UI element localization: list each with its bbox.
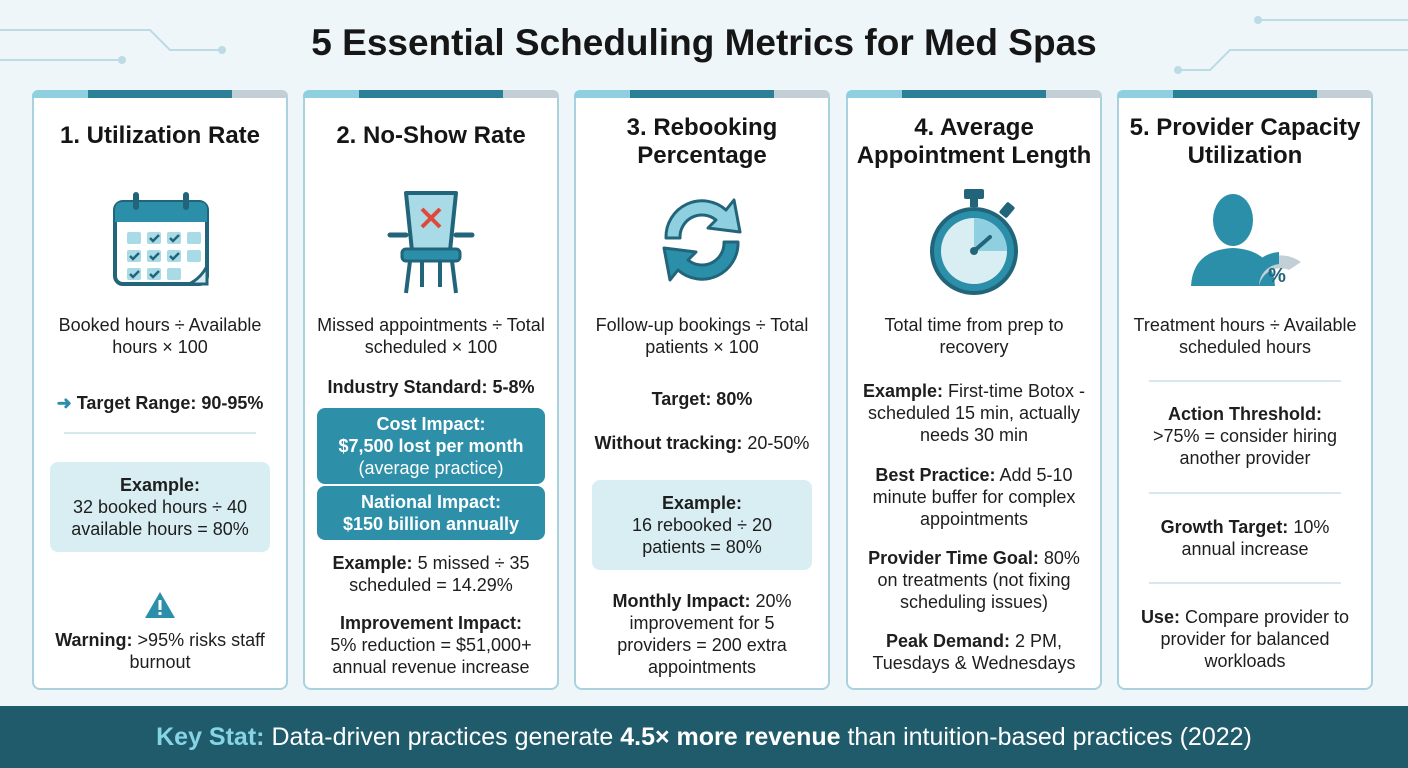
metric-card: 5. Provider Capacity Utilization % Treat…: [1117, 90, 1373, 690]
label: Peak Demand:: [885, 631, 1011, 651]
divider: [1149, 492, 1341, 494]
text: 2 PM, Tuesdays & Wednesdays: [872, 631, 1076, 673]
divider: [1149, 582, 1341, 584]
metric-card: 1. Utilization Rate Booked hours ÷ Avail…: [32, 90, 288, 690]
target-text: Target Range: 90-95%: [76, 393, 264, 413]
label: National Impact:: [360, 492, 502, 512]
example-box: Example: 16 rebooked ÷ 20 patients = 80%: [592, 480, 812, 570]
card-title: 4. Average Appointment Length: [856, 114, 1092, 169]
item: Action Threshold: >75% = consider hiring …: [1143, 403, 1347, 469]
key-stat-banner: Key Stat: Data-driven practices generate…: [0, 706, 1408, 768]
card-title: 5. Provider Capacity Utilization: [1129, 114, 1361, 169]
label: Action Threshold:: [1168, 404, 1322, 424]
text: Add 5-10 minute buffer for complex appoi…: [872, 465, 1076, 529]
metric-card: 2. No-Show Rate Missed appointments ÷ To…: [303, 90, 559, 690]
highlight: 4.5× more revenue: [620, 723, 841, 751]
item: Growth Target: 10% annual increase: [1149, 516, 1341, 560]
text: >95% risks staff burnout: [129, 630, 265, 672]
item: Best Practice: Add 5-10 minute buffer fo…: [870, 464, 1078, 530]
label: Key Stat:: [156, 723, 265, 751]
label: Best Practice:: [875, 465, 996, 485]
text: Data-driven practices generate: [271, 723, 614, 751]
text: 20% improvement for 5 providers = 200 ex…: [617, 591, 792, 677]
divider: [64, 432, 256, 434]
item: Peak Demand: 2 PM, Tuesdays & Wednesdays: [862, 630, 1086, 674]
item: Example: First-time Botox - scheduled 15…: [862, 380, 1086, 446]
standard: Industry Standard: 5-8%: [327, 377, 535, 397]
provider-icon: %: [1191, 194, 1301, 287]
formula: Total time from prep to recovery: [884, 315, 1064, 357]
label: Without tracking:: [594, 433, 743, 453]
label: Example:: [661, 493, 743, 513]
value: $150 billion annually: [342, 514, 520, 534]
warning-icon: [145, 592, 175, 618]
label: Provider Time Goal:: [868, 548, 1039, 568]
rebook-icon: [662, 198, 742, 282]
label: Improvement Impact:: [339, 613, 523, 633]
text: >75% = consider hiring another provider: [1152, 426, 1338, 468]
label: Example:: [332, 553, 413, 573]
note: (average practice): [358, 458, 504, 478]
formula: Missed appointments ÷ Total scheduled × …: [317, 315, 545, 357]
label: Cost Impact:: [376, 414, 486, 434]
metric-card: 4. Average Appointment Length Total time…: [846, 90, 1102, 690]
example-box: Example: 32 booked hours ÷ 40 available h…: [50, 462, 270, 552]
card-title: 3. Rebooking Percentage: [626, 114, 778, 169]
monthly-impact: Monthly Impact: 20% improvement for 5 pr…: [602, 590, 802, 678]
text: 10% annual increase: [1181, 517, 1330, 559]
improvement: Improvement Impact: 5% reduction = $51,00…: [315, 612, 547, 678]
text: than intuition-based practices (2022): [847, 723, 1252, 751]
label: Example:: [119, 475, 201, 495]
text: First-time Botox - scheduled 15 min, act…: [867, 381, 1086, 445]
card-title: 2. No-Show Rate: [336, 122, 526, 149]
formula: Treatment hours ÷ Available scheduled ho…: [1133, 315, 1357, 357]
text: 5% reduction = $51,000+ annual revenue i…: [330, 635, 532, 677]
title: 5 Essential Scheduling Metrics for Med S…: [311, 22, 1097, 63]
icon-label: %: [1268, 265, 1286, 287]
divider: [1149, 380, 1341, 382]
without-tracking: Without tracking: 20-50%: [586, 432, 818, 454]
circuit-decoration: [0, 16, 1408, 74]
formula: Booked hours ÷ Available hours × 100: [58, 315, 262, 357]
example: Example: 5 missed ÷ 35 scheduled = 14.29…: [315, 552, 547, 596]
text: 5 missed ÷ 35 scheduled = 14.29%: [349, 553, 530, 595]
label: Growth Target:: [1160, 517, 1289, 537]
card-title: 1. Utilization Rate: [59, 122, 261, 149]
label: Example:: [862, 381, 943, 401]
metric-card: 3. Rebooking Percentage Follow-up bookin…: [574, 90, 830, 690]
value: $7,500 lost per month: [338, 436, 524, 456]
text: Compare provider to provider for balance…: [1160, 607, 1350, 671]
national-box: National Impact: $150 billion annually: [317, 486, 545, 540]
text: 80% on treatments (not fixing scheduling…: [877, 548, 1080, 612]
text: 32 booked hours ÷ 40 available hours = 8…: [71, 497, 249, 539]
label: Warning:: [55, 630, 133, 650]
warning: Warning: >95% risks staff burnout: [44, 629, 276, 673]
label: Use:: [1140, 607, 1180, 627]
target: Target: 80%: [651, 389, 753, 409]
calendar-icon: [113, 192, 209, 286]
chair-icon: [387, 191, 475, 294]
cost-box: Cost Impact: $7,500 lost per month (averag…: [317, 408, 545, 484]
item: Provider Time Goal: 80% on treatments (n…: [862, 547, 1086, 613]
text: 16 rebooked ÷ 20 patients = 80%: [632, 515, 772, 557]
stopwatch-icon: [930, 189, 1018, 295]
item: Use: Compare provider to provider for ba…: [1135, 606, 1355, 672]
text: 20-50%: [747, 433, 810, 453]
target: ➜ Target Range: 90-95%: [56, 393, 264, 413]
formula: Follow-up bookings ÷ Total patients × 10…: [595, 315, 809, 357]
label: Monthly Impact:: [612, 591, 751, 611]
